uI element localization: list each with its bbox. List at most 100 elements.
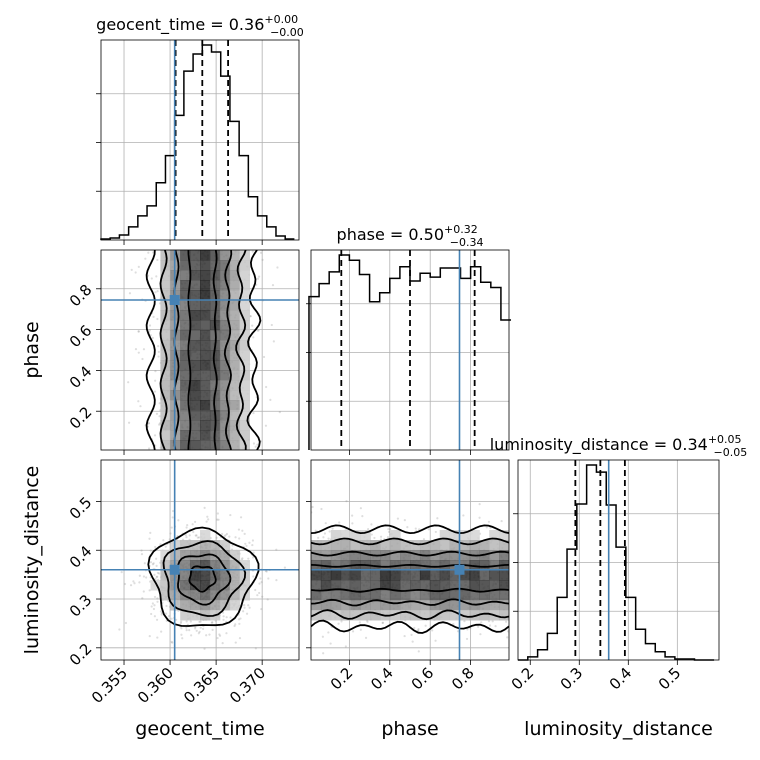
x-tick-label-phase: 0.8 — [448, 664, 478, 694]
sample-point — [141, 597, 144, 600]
density-cell — [410, 590, 421, 601]
density-cell — [219, 320, 231, 331]
density-cell — [499, 610, 509, 621]
sample-point — [132, 580, 135, 583]
panel-frame — [517, 459, 720, 661]
sample-point — [403, 634, 406, 638]
density-cell — [190, 570, 201, 581]
density-cell — [170, 350, 181, 361]
sample-point — [465, 637, 469, 641]
sample-point — [156, 636, 159, 639]
contour-line — [311, 619, 509, 634]
sample-point — [417, 628, 420, 631]
sample-point — [234, 623, 237, 626]
density-cell — [180, 370, 191, 381]
x-tick-label-luminosity_distance: 0.4 — [606, 664, 636, 694]
sample-point — [270, 323, 273, 327]
density-cell — [200, 360, 211, 371]
density-cell — [239, 410, 250, 421]
density-cell — [360, 610, 371, 621]
density-cell — [239, 270, 250, 281]
density-cell — [390, 570, 401, 581]
density-cell — [429, 590, 441, 601]
density-cell — [499, 550, 509, 561]
sample-point — [238, 537, 241, 540]
density-cell — [439, 540, 451, 551]
x-tick-label-geocent_time: 0.355 — [88, 664, 131, 707]
sample-point — [462, 514, 465, 517]
density-cell — [320, 610, 332, 621]
sample-point — [142, 575, 146, 578]
density-cell — [239, 350, 250, 361]
contour-line — [177, 553, 232, 606]
sample-point — [216, 518, 219, 521]
sample-point — [275, 548, 278, 551]
sample-point — [245, 612, 249, 615]
density-cell — [239, 290, 250, 301]
density-cell — [479, 600, 490, 611]
density-cell — [219, 560, 231, 571]
density-cell — [229, 560, 241, 571]
sample-point — [170, 617, 173, 620]
sample-point — [152, 562, 155, 565]
density-cell — [239, 360, 250, 371]
sample-point — [283, 566, 287, 569]
density-cell — [459, 540, 470, 551]
contour-line — [162, 540, 247, 617]
sample-point — [153, 595, 157, 599]
density-cell — [170, 410, 181, 421]
sample-point — [143, 562, 146, 565]
sample-point — [337, 622, 340, 625]
density-cell — [350, 540, 361, 551]
sample-point — [137, 330, 140, 333]
x-tick-label-phase: 0.6 — [408, 664, 438, 694]
sample-point — [231, 544, 234, 547]
density-cell — [190, 410, 201, 421]
density-cell — [160, 560, 171, 571]
sample-point — [185, 620, 188, 623]
sample-point — [160, 630, 163, 633]
density-cell — [439, 580, 451, 591]
sample-point — [157, 350, 160, 354]
density-cell — [229, 440, 241, 450]
density-cell — [190, 260, 201, 271]
sample-point — [185, 535, 188, 539]
sample-point — [249, 315, 252, 318]
density-cell — [311, 570, 322, 581]
sample-point — [259, 251, 263, 254]
density-cell — [400, 550, 411, 561]
density-cell — [340, 550, 352, 561]
density-cell — [340, 610, 352, 621]
density-cell — [209, 300, 221, 311]
sample-point — [155, 557, 158, 560]
density-cell — [190, 370, 201, 381]
sample-point — [344, 645, 347, 648]
density-cell — [320, 600, 332, 611]
sample-point — [162, 539, 165, 542]
density-cell — [200, 380, 211, 391]
sample-point — [198, 620, 201, 624]
density-cell — [219, 300, 231, 311]
density-cell — [190, 550, 201, 561]
sample-point — [155, 575, 158, 579]
density-cell — [200, 340, 211, 351]
density-cell — [190, 430, 201, 441]
density-cell — [340, 580, 352, 591]
contour-line — [212, 250, 218, 450]
density-cell — [219, 360, 231, 371]
density-cell — [200, 350, 211, 361]
density-cell — [370, 600, 381, 611]
density-cell — [239, 340, 250, 351]
density-cell — [449, 550, 460, 561]
density-cell — [380, 560, 391, 571]
sample-point — [254, 445, 257, 448]
sample-point — [239, 617, 242, 620]
density-cell — [219, 390, 231, 401]
y-axis-label-luminosity_distance: luminosity_distance — [21, 466, 43, 655]
sample-point — [345, 500, 348, 503]
sample-point — [238, 622, 241, 625]
density-cell — [190, 580, 201, 591]
density-cell — [180, 540, 191, 551]
density-cell — [390, 590, 401, 601]
sample-point — [247, 604, 250, 607]
